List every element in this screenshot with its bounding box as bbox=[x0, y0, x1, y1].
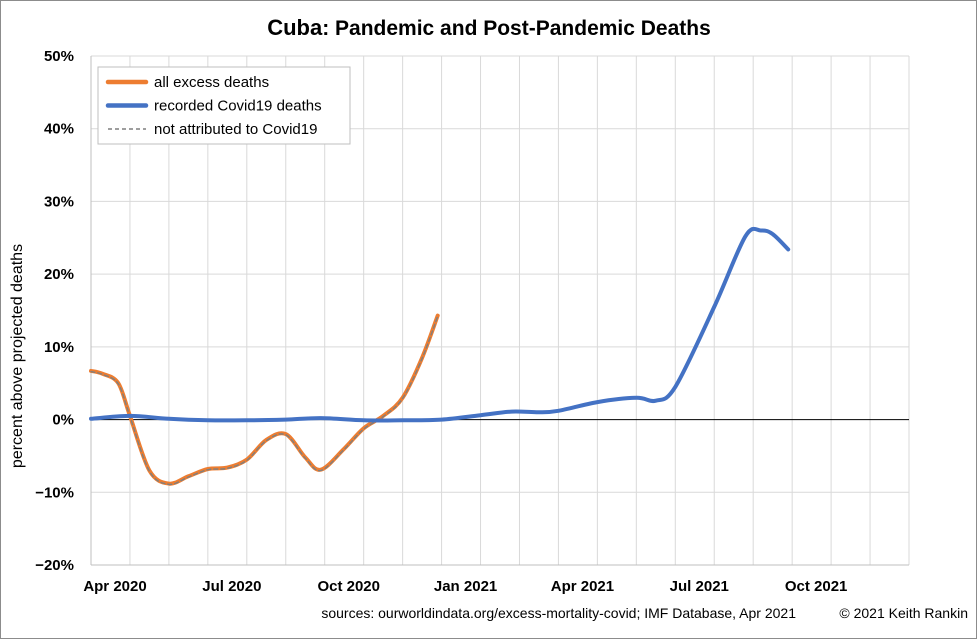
legend: all excess deaths recorded Covid19 deaths… bbox=[97, 66, 351, 145]
footnote-copyright: © 2021 Keith Rankin bbox=[839, 605, 968, 621]
x-tick-label: Apr 2020 bbox=[83, 578, 146, 595]
y-tick-label: 0% bbox=[52, 412, 74, 429]
y-axis-label: percent above projected deaths bbox=[9, 244, 26, 468]
y-tick-label: −10% bbox=[35, 484, 74, 501]
chart-title: Cuba: Pandemic and Post-Pandemic Deaths bbox=[267, 15, 711, 40]
chart-title-country: Cuba bbox=[267, 15, 323, 40]
legend-label-recorded-covid19-deaths: recorded Covid19 deaths bbox=[154, 98, 322, 115]
y-tick-label: 20% bbox=[44, 266, 74, 283]
x-tick-label: Jul 2020 bbox=[202, 578, 261, 595]
axes: −20% −10% 0% 10% 20% 30% 40% 50% Apr 2020 Jul 202… bbox=[35, 48, 909, 595]
y-tick-label: 40% bbox=[44, 121, 74, 138]
y-tick-label: 10% bbox=[44, 339, 74, 356]
y-tick-label: 30% bbox=[44, 193, 74, 210]
x-tick-label: Oct 2020 bbox=[317, 578, 380, 595]
legend-label-all-excess-deaths: all excess deaths bbox=[154, 74, 269, 91]
x-tick-label: Jul 2021 bbox=[670, 578, 729, 595]
x-tick-label: Oct 2021 bbox=[785, 578, 848, 595]
y-tick-label: −20% bbox=[35, 557, 74, 574]
series-lines bbox=[89, 226, 791, 486]
footnote-sources: sources: ourworldindata.org/excess-morta… bbox=[321, 605, 796, 621]
x-tick-label: Apr 2021 bbox=[551, 578, 614, 595]
x-tick-label: Jan 2021 bbox=[434, 578, 497, 595]
series-line-recorded-covid19-deaths bbox=[89, 226, 791, 423]
series-line-not-attributed-to-covid19 bbox=[90, 315, 439, 486]
y-tick-label: 50% bbox=[44, 48, 74, 65]
chart-title-rest: : Pandemic and Post-Pandemic Deaths bbox=[322, 17, 711, 40]
legend-label-not-attributed-to-covid19: not attributed to Covid19 bbox=[154, 121, 317, 138]
